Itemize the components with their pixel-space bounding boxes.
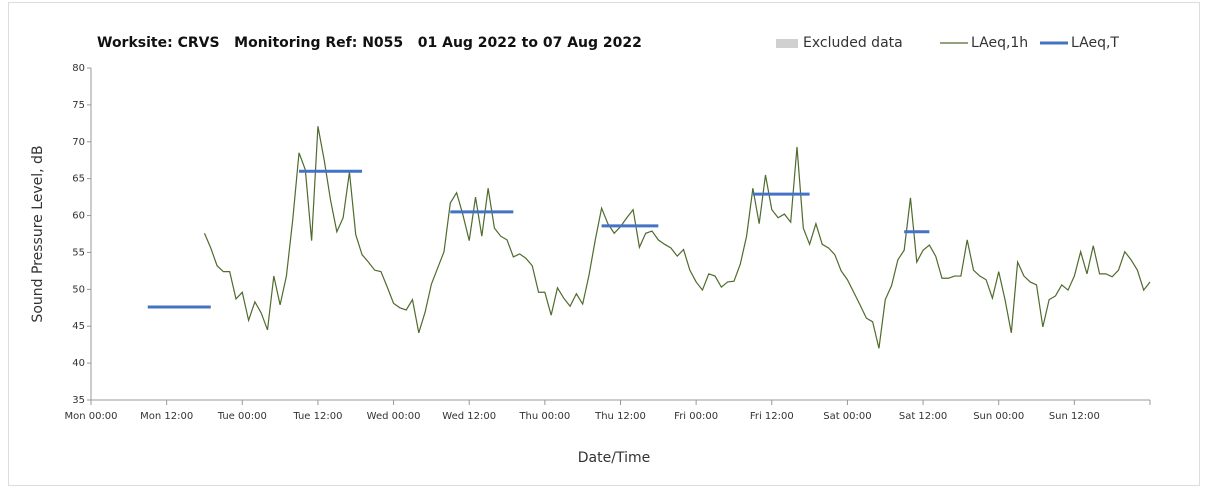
y-tick-label: 70 (72, 137, 85, 148)
y-tick-label: 45 (72, 321, 85, 332)
legend-label: LAeq,T (1071, 35, 1119, 51)
y-tick-label: 55 (72, 247, 85, 258)
legend-label: LAeq,1h (971, 35, 1028, 51)
y-tick-label: 75 (72, 100, 85, 111)
x-tick-label: Fri 12:00 (750, 411, 794, 422)
x-tick-label: Fri 00:00 (674, 411, 718, 422)
x-tick-label: Sun 12:00 (1049, 411, 1100, 422)
y-tick-label: 50 (72, 284, 85, 295)
chart-title: Worksite: CRVS Monitoring Ref: N055 01 A… (97, 35, 642, 51)
y-tick-label: 80 (72, 63, 85, 74)
series-line (203, 126, 1151, 349)
x-axis-label: Date/Time (578, 450, 650, 466)
x-tick-label: Sun 00:00 (973, 411, 1024, 422)
x-tick-label: Wed 00:00 (367, 411, 421, 422)
x-tick-label: Tue 00:00 (217, 411, 267, 422)
x-tick-label: Tue 12:00 (292, 411, 342, 422)
y-axis-label: Sound Pressure Level, dB (30, 145, 46, 322)
x-tick-label: Thu 00:00 (518, 411, 570, 422)
y-tick-label: 40 (72, 358, 85, 369)
y-tick-label: 65 (72, 174, 85, 185)
chart-border (8, 2, 1200, 486)
y-tick-label: 60 (72, 211, 85, 222)
x-tick-label: Mon 12:00 (140, 411, 193, 422)
legend-label: Excluded data (803, 35, 903, 51)
x-tick-label: Sat 12:00 (899, 411, 947, 422)
legend-swatch (776, 39, 798, 48)
y-tick-label: 35 (72, 395, 85, 406)
x-tick-label: Mon 00:00 (64, 411, 117, 422)
x-tick-label: Sat 00:00 (823, 411, 871, 422)
x-tick-label: Wed 12:00 (442, 411, 496, 422)
x-tick-label: Thu 12:00 (594, 411, 646, 422)
